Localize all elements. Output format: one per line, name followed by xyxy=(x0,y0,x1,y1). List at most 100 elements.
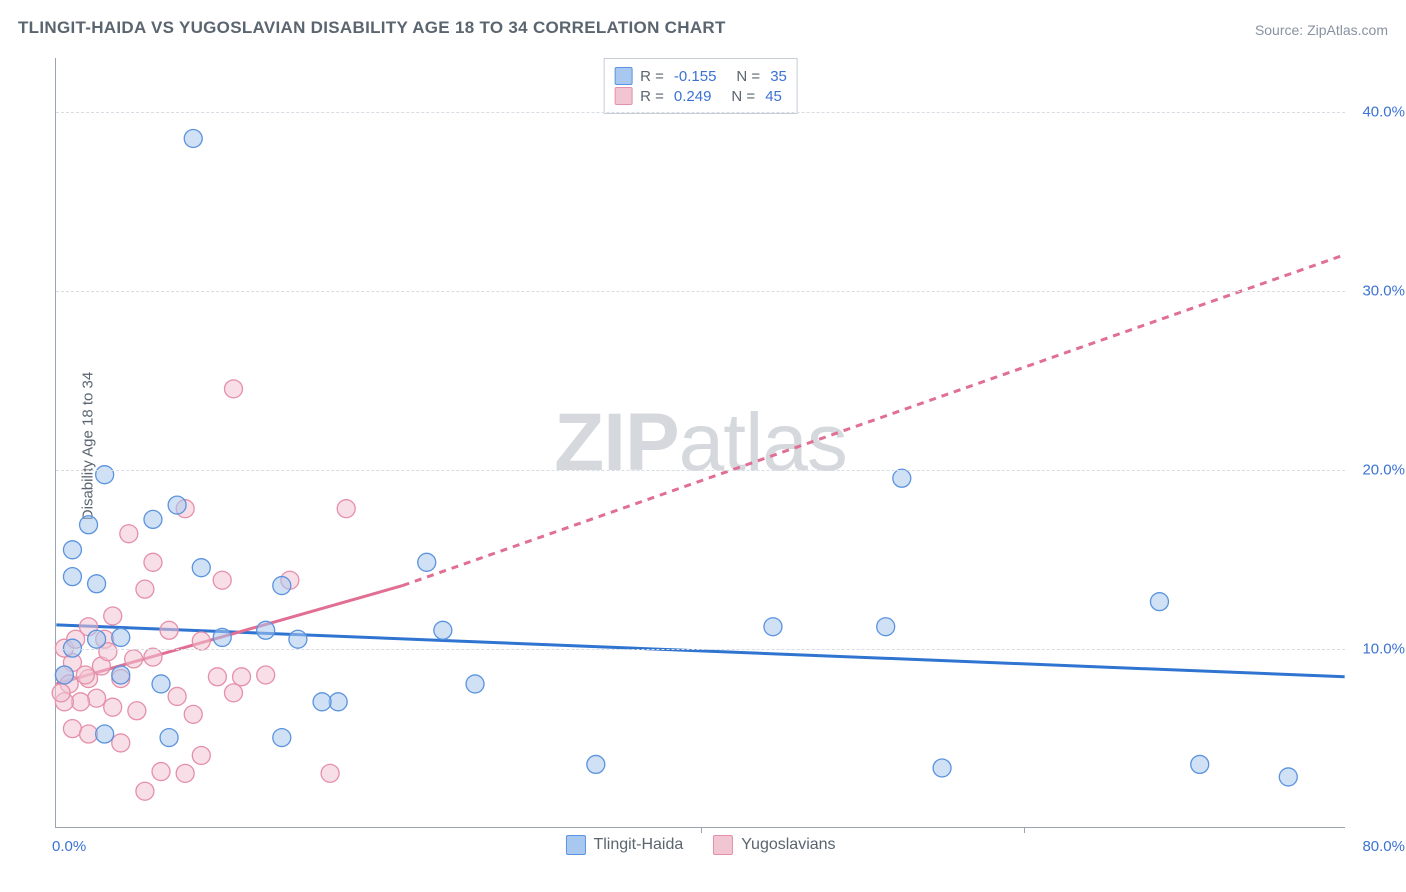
data-point xyxy=(764,618,782,636)
data-point xyxy=(213,571,231,589)
x-axis-min-label: 0.0% xyxy=(52,838,86,855)
plot-area: ZIPatlas R = -0.155 N = 35 R = 0.249 N =… xyxy=(55,58,1345,828)
data-point xyxy=(55,666,73,684)
data-point xyxy=(1279,768,1297,786)
data-point xyxy=(224,380,242,398)
data-point xyxy=(184,705,202,723)
data-point xyxy=(125,650,143,668)
data-point xyxy=(176,764,194,782)
data-point xyxy=(136,580,154,598)
data-point xyxy=(63,568,81,586)
legend-swatch-icon xyxy=(565,835,585,855)
data-point xyxy=(112,628,130,646)
data-point xyxy=(104,607,122,625)
data-point xyxy=(76,666,94,684)
x-tick xyxy=(1024,827,1025,833)
legend-n-label: N = xyxy=(731,88,755,105)
data-point xyxy=(213,628,231,646)
x-axis-max-label: 80.0% xyxy=(1362,838,1405,855)
y-tick-label: 20.0% xyxy=(1350,461,1405,478)
data-point xyxy=(63,720,81,738)
data-point xyxy=(88,575,106,593)
data-point xyxy=(88,689,106,707)
data-point xyxy=(1150,593,1168,611)
data-point xyxy=(152,675,170,693)
data-point xyxy=(273,577,291,595)
data-point xyxy=(257,666,275,684)
scatter-points-layer xyxy=(56,58,1345,827)
data-point xyxy=(120,525,138,543)
data-point xyxy=(313,693,331,711)
legend-series-label: Tlingit-Haida xyxy=(593,836,683,854)
legend-series-item: Tlingit-Haida xyxy=(565,835,683,855)
data-point xyxy=(208,668,226,686)
legend-series: Tlingit-Haida Yugoslavians xyxy=(565,835,835,855)
data-point xyxy=(80,725,98,743)
legend-series-label: Yugoslavians xyxy=(741,836,835,854)
data-point xyxy=(587,755,605,773)
data-point xyxy=(52,684,70,702)
legend-n-value: 45 xyxy=(765,88,782,105)
y-tick-label: 30.0% xyxy=(1350,282,1405,299)
data-point xyxy=(434,621,452,639)
data-point xyxy=(168,687,186,705)
data-point xyxy=(168,496,186,514)
legend-series-item: Yugoslavians xyxy=(713,835,835,855)
grid-line xyxy=(56,112,1345,113)
data-point xyxy=(877,618,895,636)
chart-title: TLINGIT-HAIDA VS YUGOSLAVIAN DISABILITY … xyxy=(18,18,726,38)
data-point xyxy=(63,541,81,559)
data-point xyxy=(233,668,251,686)
data-point xyxy=(418,553,436,571)
data-point xyxy=(96,466,114,484)
chart-source: Source: ZipAtlas.com xyxy=(1255,22,1388,38)
legend-r-label: R = xyxy=(640,88,664,105)
legend-swatch-icon xyxy=(614,67,632,85)
data-point xyxy=(88,630,106,648)
data-point xyxy=(128,702,146,720)
legend-n-label: N = xyxy=(736,68,760,85)
data-point xyxy=(160,729,178,747)
data-point xyxy=(72,693,90,711)
data-point xyxy=(96,725,114,743)
data-point xyxy=(136,782,154,800)
data-point xyxy=(273,729,291,747)
data-point xyxy=(160,621,178,639)
y-tick-label: 10.0% xyxy=(1350,640,1405,657)
data-point xyxy=(893,469,911,487)
grid-line xyxy=(56,291,1345,292)
y-tick-label: 40.0% xyxy=(1350,103,1405,120)
data-point xyxy=(329,693,347,711)
legend-swatch-icon xyxy=(713,835,733,855)
data-point xyxy=(112,734,130,752)
data-point xyxy=(466,675,484,693)
data-point xyxy=(152,763,170,781)
data-point xyxy=(321,764,339,782)
legend-stats-row: R = -0.155 N = 35 xyxy=(614,67,787,85)
legend-r-label: R = xyxy=(640,68,664,85)
data-point xyxy=(144,510,162,528)
data-point xyxy=(192,559,210,577)
data-point xyxy=(192,746,210,764)
legend-stats-row: R = 0.249 N = 45 xyxy=(614,87,787,105)
legend-stats: R = -0.155 N = 35 R = 0.249 N = 45 xyxy=(603,58,798,114)
data-point xyxy=(289,630,307,648)
legend-r-value: -0.155 xyxy=(674,68,717,85)
grid-line xyxy=(56,470,1345,471)
data-point xyxy=(104,698,122,716)
data-point xyxy=(1191,755,1209,773)
data-point xyxy=(933,759,951,777)
grid-line xyxy=(56,649,1345,650)
legend-swatch-icon xyxy=(614,87,632,105)
data-point xyxy=(184,129,202,147)
legend-n-value: 35 xyxy=(770,68,787,85)
data-point xyxy=(337,500,355,518)
data-point xyxy=(257,621,275,639)
x-tick xyxy=(701,827,702,833)
data-point xyxy=(224,684,242,702)
data-point xyxy=(80,516,98,534)
data-point xyxy=(144,553,162,571)
data-point xyxy=(112,666,130,684)
data-point xyxy=(144,648,162,666)
data-point xyxy=(192,632,210,650)
